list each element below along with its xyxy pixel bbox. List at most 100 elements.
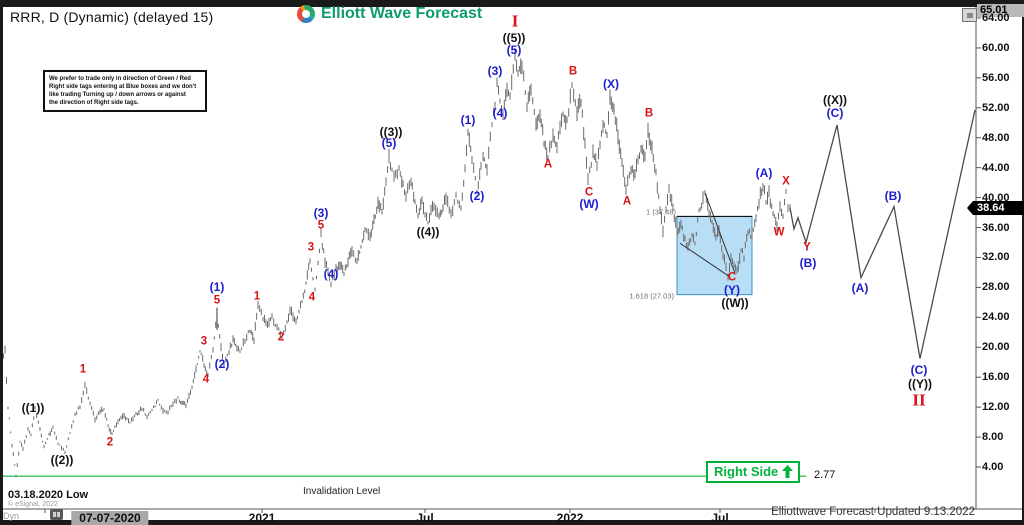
price-axis-label: 32.00 (982, 251, 1010, 264)
fib-level-label: 1 (37.48) (645, 207, 676, 217)
wave-label-5: 5 (317, 219, 325, 232)
wave-label-C: C (727, 271, 737, 284)
wave-label-4: 4 (202, 373, 210, 386)
wave-label-3: 3 (200, 335, 208, 348)
wave-label-pp5pp: ((5)) (502, 31, 526, 45)
chart-corner-icon[interactable] (962, 8, 977, 22)
price-axis-label: 4.00 (982, 460, 1004, 473)
wave-label-ppYpp: ((Y)) (908, 377, 932, 391)
price-axis-label: 40.00 (982, 191, 1010, 204)
wave-label-p1p: (1) (209, 280, 225, 294)
wave-label-pAp: (A) (755, 166, 773, 180)
price-axis-label: 20.00 (982, 341, 1010, 354)
right-side-badge: Right Side (706, 461, 801, 483)
wave-label-pCp: (C) (910, 363, 928, 377)
toolbar-icon-glyph (53, 512, 56, 517)
symbol-title: RRR, D (Dynamic) (delayed 15) (10, 9, 214, 25)
price-axis-label: 44.00 (982, 161, 1010, 174)
wave-label-pp4pp: ((4)) (416, 225, 440, 239)
price-axis-label: 60.00 (982, 41, 1010, 54)
wave-label-pp2pp: ((2)) (50, 453, 74, 467)
wave-label-p2p: (2) (214, 357, 230, 371)
wave-label-B: B (644, 107, 654, 120)
wave-label-A: A (543, 158, 553, 171)
wave-label-5: 5 (213, 294, 221, 307)
wave-label-1: 1 (79, 363, 87, 376)
elliott-wave-logo-icon (297, 5, 315, 23)
wave-label-pXp: (X) (603, 77, 619, 91)
last-price-value: 38.64 (977, 201, 1005, 214)
up-arrow-icon (782, 465, 794, 478)
wave-label-p4p: (4) (492, 106, 508, 120)
disclaimer-line: Right side tags entering at Blue boxes a… (49, 84, 197, 90)
esignal-toolbar-icon[interactable] (50, 509, 63, 520)
forecast-projection-path (789, 109, 976, 359)
price-axis-label: 28.00 (982, 281, 1010, 294)
wave-label-I: I (511, 11, 519, 31)
wave-label-p3p: (3) (487, 64, 503, 78)
price-axis-label: 52.00 (982, 101, 1010, 114)
price-axis-label: 56.00 (982, 71, 1010, 84)
high-price-marker: 65.01 (977, 4, 1024, 17)
fib-level-label: 1.618 (27.03) (629, 290, 674, 300)
wave-label-pYp: (Y) (724, 283, 740, 297)
wave-label-pWp: (W) (579, 197, 599, 211)
wave-label-p1p: (1) (460, 113, 476, 127)
dyn-mode-label: Dyn (3, 511, 20, 521)
brand-logo: Elliott Wave Forecast (297, 5, 482, 23)
wave-label-p4p: (4) (323, 267, 339, 281)
disclaimer-line: the direction of Right side tags. (49, 100, 139, 106)
brand-name: Elliott Wave Forecast (321, 5, 483, 22)
window-border-right (1022, 0, 1024, 525)
wave-label-ppWpp: ((W)) (721, 296, 749, 310)
price-axis-label: 24.00 (982, 311, 1010, 324)
wave-label-pp3pp: ((3)) (379, 125, 403, 139)
time-axis-label: 2021 (248, 511, 276, 525)
trendline-2 (679, 242, 731, 278)
window-border-bottom (0, 520, 1024, 525)
wave-label-ppXpp: ((X)) (823, 93, 847, 107)
time-axis-label: Jul (711, 511, 729, 525)
invalidation-price: 2.77 (814, 469, 836, 481)
wave-label-pCp: (C) (826, 106, 844, 120)
window-border-left (0, 0, 3, 525)
wave-label-p3p: (3) (313, 206, 329, 220)
wave-label-C: C (584, 186, 594, 199)
corner-icon-glyph (966, 12, 973, 18)
updated-timestamp: Elliottwave Forecast Updated 9.13.2022 (771, 506, 975, 518)
wave-label-pBp: (B) (884, 189, 902, 203)
right-side-text: Right Side (714, 464, 779, 479)
price-axis-label: 8.00 (982, 431, 1004, 444)
wave-label-B: B (568, 65, 578, 78)
time-axis-label: Jul (416, 511, 434, 525)
price-axis-label: 36.00 (982, 221, 1010, 234)
window-border-top (0, 0, 1024, 7)
price-axis-label: 64.00 (982, 12, 1010, 24)
price-bars (0, 48, 791, 478)
invalidation-level-label: Invalidation Level (303, 486, 381, 497)
wave-label-p2p: (2) (469, 189, 485, 203)
price-axis-label: 12.00 (982, 401, 1010, 414)
wave-label-p5p: (5) (506, 43, 522, 57)
trading-disclaimer-note: We prefer to trade only in direction of … (43, 70, 207, 112)
wave-label-Y: Y (803, 241, 811, 254)
wave-label-2: 2 (277, 331, 285, 344)
trendline-1 (704, 192, 736, 274)
wave-label-3: 3 (307, 241, 315, 254)
last-price-arrow-icon (967, 200, 973, 215)
toolbar-icon-glyph (57, 512, 60, 517)
wave-label-A: A (622, 195, 632, 208)
wave-label-W: W (773, 226, 785, 239)
time-axis-label: 2022 (556, 511, 584, 525)
price-axis-label: 16.00 (982, 371, 1010, 384)
low-date-label: 03.18.2020 Low (8, 489, 89, 501)
wave-label-4: 4 (308, 291, 316, 304)
wave-label-2: 2 (106, 436, 114, 449)
wave-label-X: X (782, 175, 790, 188)
last-price-marker: 38.64 (967, 200, 1024, 215)
wave-label-pp1pp: ((1)) (21, 401, 45, 415)
disclaimer-line: We prefer to trade only in direction of … (49, 76, 191, 82)
wave-label-p5p: (5) (381, 136, 397, 150)
